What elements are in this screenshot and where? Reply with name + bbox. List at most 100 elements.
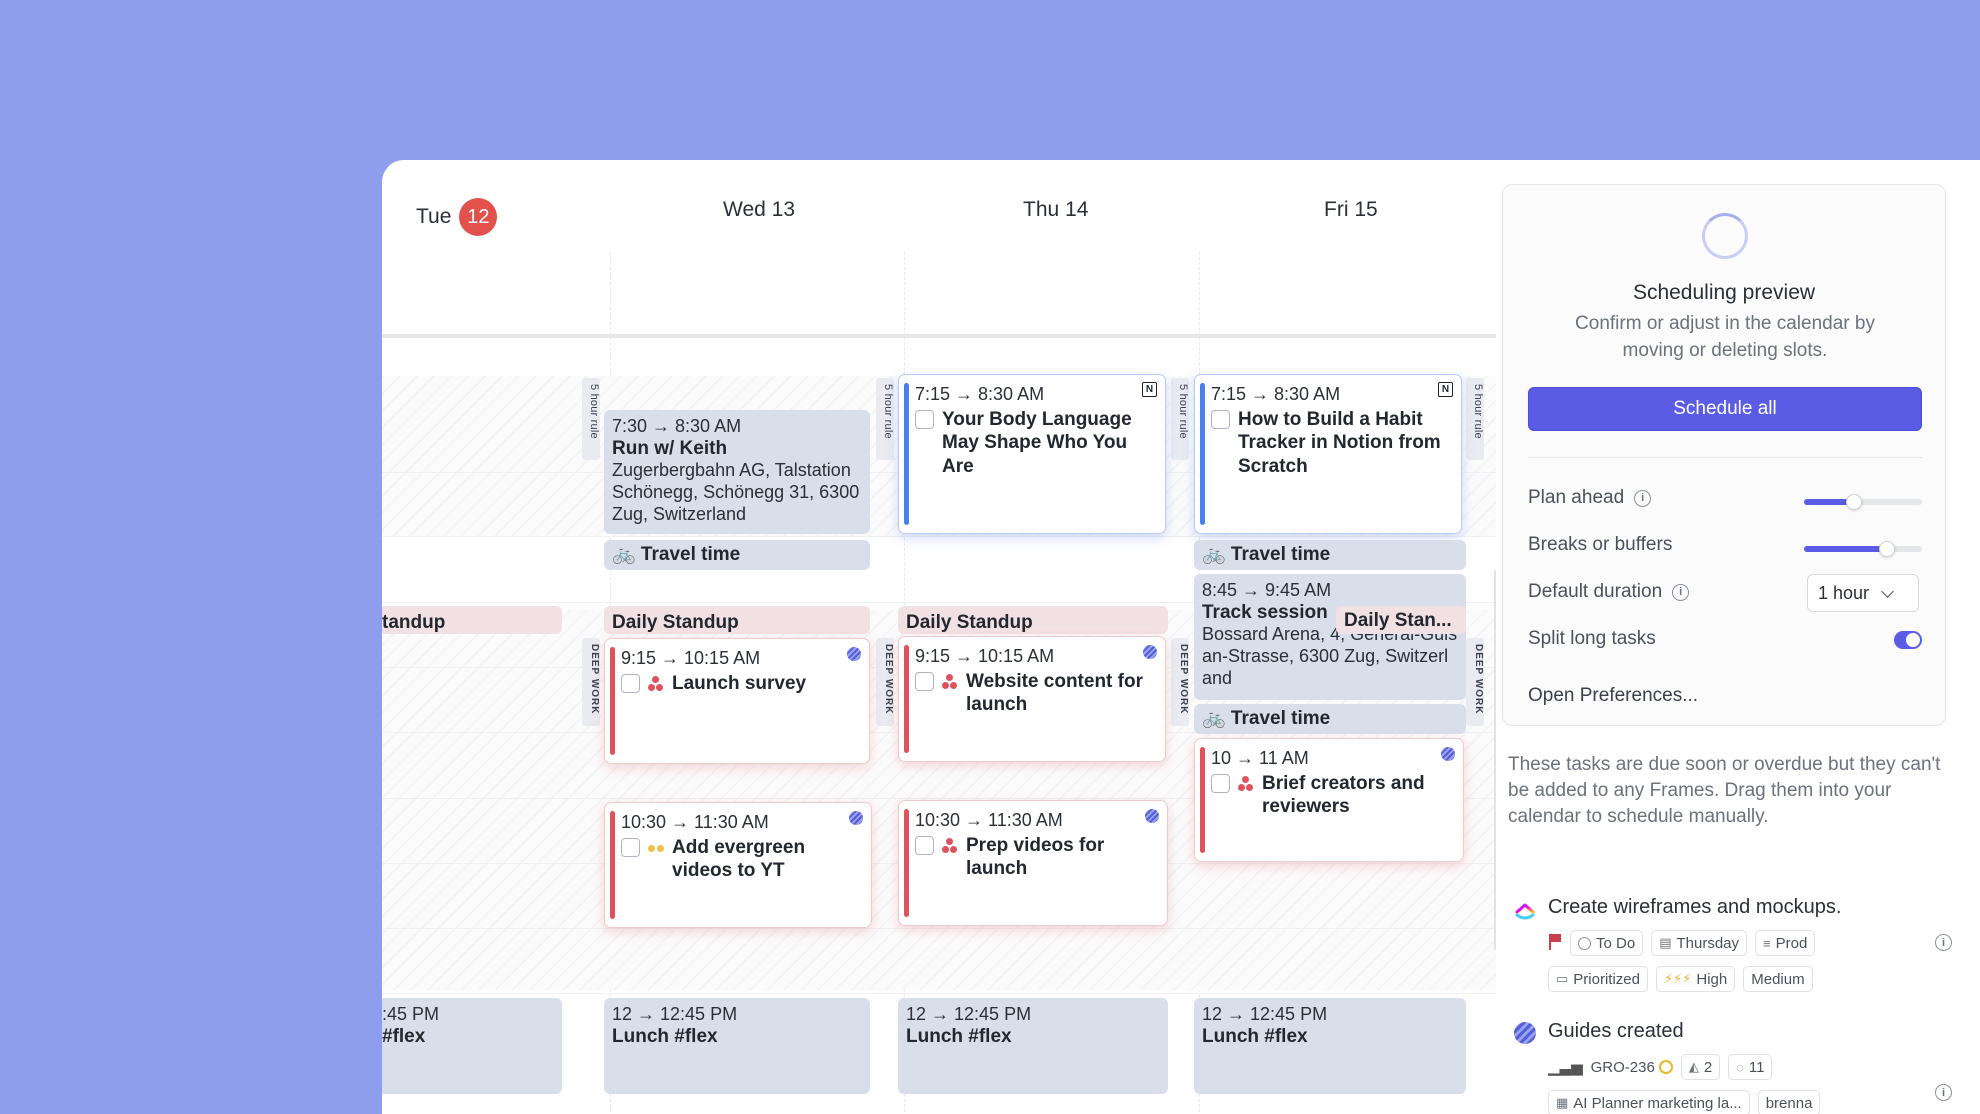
- day-header-thu[interactable]: Thu 14: [1023, 198, 1089, 221]
- task-card[interactable]: 10:30 → 11:30 AM Add evergreen videos to…: [604, 802, 872, 928]
- info-icon[interactable]: i: [1935, 1084, 1952, 1101]
- due-task-item[interactable]: Guides created ▁▃▅ GRO-236 ◭ 2 ◌ 11 ▦ AI Pl…: [1508, 1020, 1968, 1114]
- due-task-title: Guides created: [1548, 1020, 1684, 1042]
- default-duration-select[interactable]: 1 hour: [1807, 574, 1919, 612]
- option-default-duration: Default duration i: [1528, 581, 1690, 603]
- frame-tag-deep-work[interactable]: DEEP WORK: [582, 638, 600, 726]
- event-daily-standup[interactable]: tandup: [382, 606, 562, 634]
- clickup-icon: [1515, 903, 1535, 920]
- task-card[interactable]: 7:15 → 8:30 AM Your Body Language May Sh…: [898, 374, 1166, 534]
- slider-handle[interactable]: [1878, 541, 1895, 557]
- event-travel-time[interactable]: 🚲 Travel time: [1194, 540, 1466, 570]
- estimate-icon: ◭: [1688, 1059, 1699, 1074]
- date-chip[interactable]: ▤ Thursday: [1651, 930, 1748, 956]
- task-checkbox[interactable]: [915, 671, 934, 691]
- preview-title: Scheduling preview: [1632, 281, 1816, 304]
- notion-icon: N: [1142, 382, 1157, 397]
- linear-source-icon: [1145, 809, 1159, 823]
- calendar-scrollbar[interactable]: [1494, 570, 1496, 950]
- task-checkbox[interactable]: [621, 837, 640, 857]
- task-checkbox[interactable]: [915, 835, 934, 855]
- frame-tag-deep-work[interactable]: DEEP WORK: [876, 638, 894, 726]
- flag-icon: [1548, 934, 1562, 950]
- frame-tag-five-hour-rule[interactable]: 5 hour rule: [1466, 378, 1484, 460]
- event-track-session[interactable]: 8:45 → 9:45 AM Track session Bossard Are…: [1194, 574, 1466, 700]
- slider-handle[interactable]: [1845, 494, 1862, 510]
- task-card[interactable]: 9:15 → 10:15 AM Website content for laun…: [898, 636, 1166, 762]
- linear-source-icon: [847, 647, 861, 661]
- event-travel-time[interactable]: 🚲 Travel time: [604, 540, 870, 570]
- event-lunch[interactable]: :45 PM #flex: [382, 998, 562, 1094]
- priority-dots-icon: [648, 840, 664, 856]
- event-lunch[interactable]: 12 → 12:45 PM Lunch #flex: [898, 998, 1168, 1094]
- open-preferences-link[interactable]: Open Preferences...: [1528, 685, 1699, 706]
- assignee-chip[interactable]: brenna: [1757, 1090, 1821, 1114]
- due-task-title: Create wireframes and mockups.: [1548, 896, 1842, 918]
- divider: [1528, 457, 1922, 458]
- event-run[interactable]: 7:30 → 8:30 AM Run w/ Keith Zugerbergbah…: [604, 410, 870, 534]
- frame-tag-five-hour-rule[interactable]: 5 hour rule: [1171, 378, 1189, 460]
- task-card[interactable]: 10 → 11 AM Brief creators and reviewers: [1194, 738, 1464, 862]
- event-daily-standup[interactable]: Daily Stan...: [1336, 606, 1466, 634]
- info-icon[interactable]: i: [1935, 934, 1952, 951]
- cycle-icon: ◌: [1736, 1059, 1744, 1075]
- task-checkbox[interactable]: [621, 673, 640, 693]
- status-chip[interactable]: To Do: [1570, 930, 1644, 956]
- info-icon[interactable]: i: [1634, 489, 1652, 507]
- effort-chip[interactable]: Medium: [1743, 966, 1813, 992]
- cycle-chip[interactable]: ◌ 11: [1728, 1054, 1773, 1080]
- priority-chip[interactable]: ⚡⚡⚡ High: [1655, 966, 1736, 992]
- task-card[interactable]: 10:30 → 11:30 AM Prep videos for launch: [898, 800, 1168, 926]
- calendar-week-view: Tue 12 Wed 13 Thu 14 Fri 15 5 hour rule …: [382, 160, 1496, 1114]
- priority-bars-icon: ▁▃▅: [1548, 1059, 1583, 1076]
- option-plan-ahead: Plan ahead i: [1528, 487, 1652, 509]
- task-checkbox[interactable]: [1211, 773, 1230, 793]
- notion-icon: N: [1438, 382, 1453, 397]
- linear-source-icon: [849, 811, 863, 825]
- split-long-tasks-toggle[interactable]: [1894, 631, 1922, 649]
- lightning-icon: ⚡⚡⚡: [1663, 971, 1692, 986]
- grid-icon: ▦: [1556, 1095, 1569, 1110]
- list-icon: ≡: [1763, 935, 1771, 951]
- list-chip[interactable]: ≡ Prod: [1755, 930, 1816, 956]
- side-panel: Scheduling preview Confirm or adjust in …: [1496, 160, 1980, 1114]
- linear-source-icon: [1441, 747, 1455, 761]
- estimate-chip[interactable]: ◭ 2: [1680, 1054, 1721, 1080]
- frame-tag-deep-work[interactable]: DEEP WORK: [1466, 638, 1484, 726]
- chevron-down-icon: [1881, 584, 1894, 598]
- day-header-fri[interactable]: Fri 15: [1324, 198, 1378, 221]
- preview-description: Confirm or adjust in the calendar by mov…: [1575, 313, 1875, 361]
- event-daily-standup[interactable]: Daily Standup: [898, 606, 1168, 634]
- event-travel-time[interactable]: 🚲 Travel time: [1194, 704, 1466, 734]
- priority-dots-icon: [648, 675, 664, 692]
- tag-chip[interactable]: ▭ Prioritized: [1548, 966, 1648, 992]
- priority-dots-icon: [1238, 775, 1254, 792]
- linear-icon: [1514, 1022, 1536, 1044]
- breaks-slider[interactable]: [1804, 541, 1922, 557]
- folder-icon: ▭: [1556, 971, 1569, 986]
- event-lunch[interactable]: 12 → 12:45 PM Lunch #flex: [1194, 998, 1466, 1094]
- event-daily-standup[interactable]: Daily Standup: [604, 606, 870, 634]
- task-card[interactable]: 9:15 → 10:15 AM Launch survey: [604, 638, 870, 764]
- due-task-item[interactable]: Create wireframes and mockups. To Do ▤ Th…: [1508, 896, 1968, 992]
- day-header-wed[interactable]: Wed 13: [723, 198, 795, 221]
- plan-ahead-slider[interactable]: [1804, 494, 1922, 510]
- loading-spinner-icon: [1702, 213, 1748, 259]
- schedule-all-button[interactable]: Schedule all: [1528, 387, 1922, 431]
- all-day-separator: [382, 334, 1496, 338]
- info-icon[interactable]: i: [1672, 583, 1690, 601]
- task-checkbox[interactable]: [1211, 409, 1230, 429]
- due-tasks-description: These tasks are due soon or overdue but …: [1508, 754, 1941, 828]
- task-checkbox[interactable]: [915, 409, 934, 429]
- frame-tag-five-hour-rule[interactable]: 5 hour rule: [582, 378, 600, 460]
- day-header-tue[interactable]: Tue 12: [416, 198, 498, 236]
- event-lunch[interactable]: 12 → 12:45 PM Lunch #flex: [604, 998, 870, 1094]
- calendar-icon: ▤: [1659, 935, 1672, 950]
- task-card[interactable]: 7:15 → 8:30 AM How to Build a Habit Trac…: [1194, 374, 1462, 534]
- linear-source-icon: [1143, 645, 1157, 659]
- frame-tag-five-hour-rule[interactable]: 5 hour rule: [876, 378, 894, 460]
- priority-dots-icon: [942, 837, 958, 854]
- frame-tag-deep-work[interactable]: DEEP WORK: [1171, 638, 1189, 726]
- scheduling-preview-card: Scheduling preview Confirm or adjust in …: [1502, 184, 1946, 726]
- project-chip[interactable]: ▦ AI Planner marketing la...: [1548, 1090, 1750, 1114]
